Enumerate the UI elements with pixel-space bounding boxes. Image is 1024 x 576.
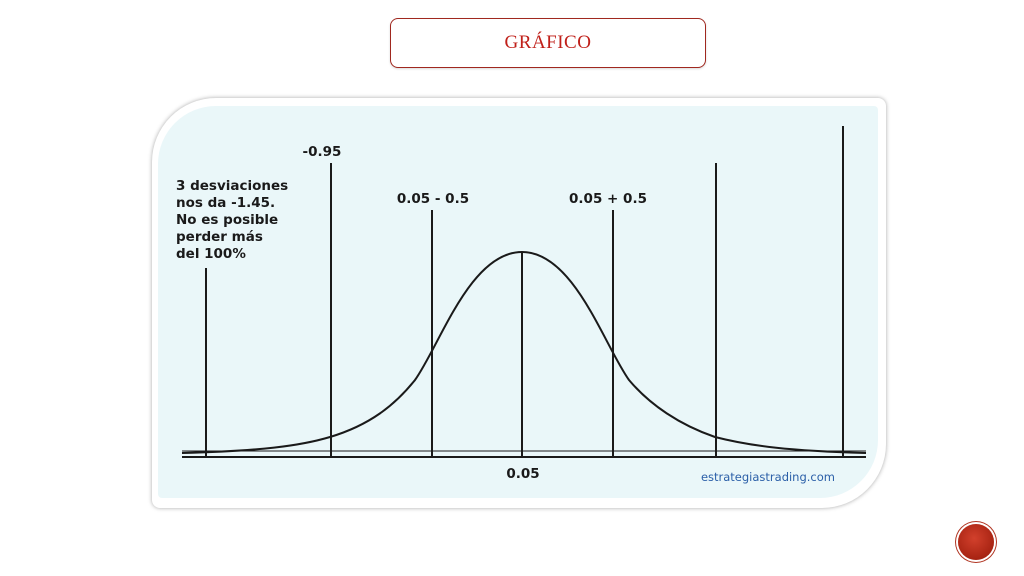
watermark: estrategiastrading.com — [701, 470, 835, 484]
slide-title: GRÁFICO — [504, 32, 592, 53]
diagram-panel — [158, 106, 878, 498]
note-line-3: No es posible — [176, 212, 278, 228]
normal-distribution-curve — [181, 250, 867, 454]
label-right-sd: 0.05 + 0.5 — [569, 191, 647, 207]
label-minus-095: -0.95 — [303, 144, 342, 160]
label-mean: 0.05 — [506, 466, 539, 482]
note-line-4: perder más — [176, 229, 263, 245]
note-line-5: del 100% — [176, 246, 246, 262]
label-left-sd: 0.05 - 0.5 — [397, 191, 469, 207]
note-line-1: 3 desviaciones — [176, 178, 288, 194]
next-slide-icon[interactable] — [958, 524, 994, 560]
note-line-2: nos da -1.45. — [176, 195, 275, 211]
title-box: GRÁFICO — [390, 18, 706, 68]
